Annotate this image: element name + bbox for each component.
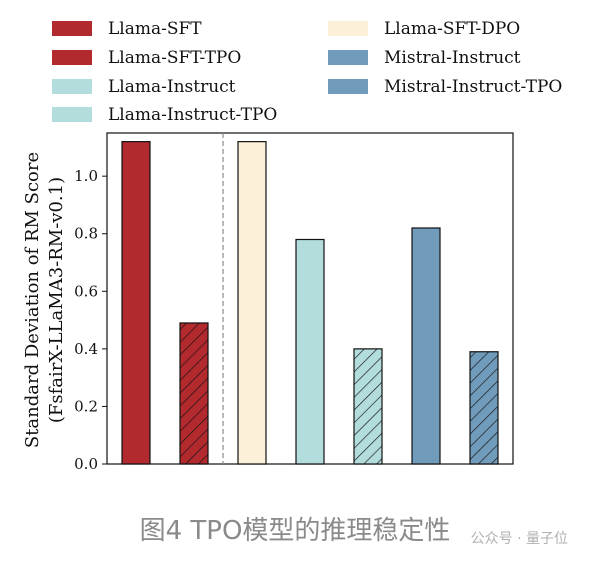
bar-hatch-llama-sft-tpo xyxy=(180,322,208,464)
plot-area: 0.0 0.2 0.4 0.6 0.8 1.0 xyxy=(74,132,514,473)
legend-swatch xyxy=(52,50,92,65)
legend-label: Llama-SFT-DPO xyxy=(384,19,520,39)
y-tick-label: 1.0 xyxy=(74,167,98,185)
y-tick-label: 0.0 xyxy=(74,455,98,473)
bar-hatch-llama-instruct-tpo xyxy=(354,348,382,464)
bar-mistral-instruct xyxy=(411,227,441,465)
legend-label: Llama-Instruct xyxy=(108,77,236,97)
chart: Llama-SFT Llama-SFT-TPO Llama-Instruct Llam… xyxy=(22,19,562,473)
bar-llama-sft-dpo xyxy=(237,141,267,465)
legend-swatch xyxy=(328,21,368,36)
figure-caption: 图4 TPO模型的推理稳定性 xyxy=(139,516,451,546)
y-tick-label: 0.4 xyxy=(74,340,98,358)
legend-swatch xyxy=(328,79,368,94)
bar-llama-sft xyxy=(121,141,151,465)
legend-swatch xyxy=(52,107,92,122)
legend-label: Mistral-Instruct xyxy=(384,48,521,68)
bar-llama-instruct xyxy=(295,238,325,465)
y-axis-label-line2: (FsfairX-LLaMA3-RM-v0.1) xyxy=(46,177,67,423)
legend-swatch xyxy=(52,79,92,94)
legend-label: Llama-SFT-TPO xyxy=(108,48,241,68)
y-tick-label: 0.8 xyxy=(74,225,98,243)
legend-label: Mistral-Instruct-TPO xyxy=(384,77,562,97)
legend-swatch xyxy=(52,21,92,36)
legend-swatch xyxy=(328,50,368,65)
watermark-text: 公众号 · 量子位 xyxy=(470,531,568,547)
y-tick-label: 0.6 xyxy=(74,282,98,300)
y-tick-label: 0.2 xyxy=(74,397,98,415)
y-axis-label-line1: Standard Deviation of RM Score xyxy=(22,152,43,448)
legend-label: Llama-SFT xyxy=(108,19,202,39)
legend-label: Llama-Instruct-TPO xyxy=(108,105,277,125)
legend: Llama-SFT Llama-SFT-TPO Llama-Instruct Llam… xyxy=(52,19,562,125)
bar-hatch-mistral-instruct-tpo xyxy=(470,351,498,464)
